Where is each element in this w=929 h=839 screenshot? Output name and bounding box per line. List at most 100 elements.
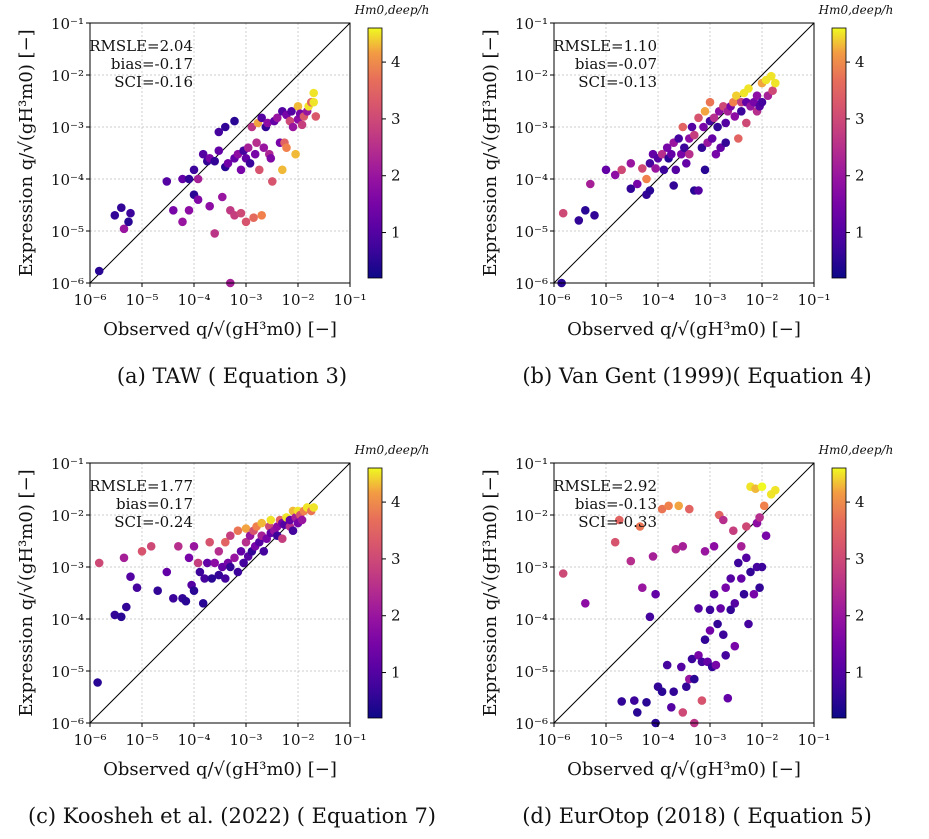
data-point xyxy=(744,619,753,629)
data-point xyxy=(210,558,219,568)
data-point xyxy=(230,553,239,563)
data-point xyxy=(694,186,703,195)
y-axis-label: Expression q/√(gH³m0) [−] xyxy=(480,29,501,276)
data-point xyxy=(169,594,178,603)
data-point xyxy=(709,542,719,551)
data-point xyxy=(210,229,219,238)
data-point xyxy=(682,682,691,691)
y-tick-label: 10⁻² xyxy=(515,507,548,525)
y-axis-label: Expression q/√(gH³m0) [−] xyxy=(480,469,501,716)
x-tick-label: 10⁻⁶ xyxy=(537,291,570,309)
data-point xyxy=(694,651,703,660)
data-point xyxy=(705,97,715,107)
data-point xyxy=(558,208,568,218)
data-point xyxy=(700,547,710,556)
y-tick-label: 10⁻⁶ xyxy=(515,275,548,293)
caption-a: (a) TAW ( Equation 3) xyxy=(116,364,348,388)
data-point xyxy=(257,113,267,123)
data-point xyxy=(759,501,769,511)
colorbar-tick-label: 4 xyxy=(391,493,401,511)
data-point xyxy=(726,574,735,583)
data-point xyxy=(221,537,230,547)
colorbar-tick-label: 2 xyxy=(391,167,401,185)
data-point xyxy=(674,501,683,511)
data-point xyxy=(117,612,126,622)
y-tick-label: 10⁻⁶ xyxy=(51,715,84,733)
data-point xyxy=(193,174,203,184)
data-point xyxy=(685,504,694,514)
data-point xyxy=(245,159,255,168)
data-point xyxy=(586,179,595,189)
data-point xyxy=(273,113,282,123)
stats-label: bias=0.17 xyxy=(116,495,193,513)
data-point xyxy=(737,107,746,116)
data-point xyxy=(657,687,667,696)
data-point xyxy=(278,534,287,543)
x-tick-label: 10⁻³ xyxy=(693,731,726,749)
caption-d: (d) EurOtop (2018) ( Equation 5) xyxy=(522,804,872,828)
data-point xyxy=(184,206,194,215)
data-point xyxy=(122,602,131,612)
data-point xyxy=(590,211,599,220)
y-tick-label: 10⁻⁶ xyxy=(515,715,548,733)
data-point xyxy=(635,522,645,531)
data-point xyxy=(730,599,740,608)
data-point xyxy=(651,589,660,599)
data-point xyxy=(734,134,743,143)
data-point xyxy=(734,558,743,568)
colorbar-tick-label: 4 xyxy=(855,53,865,71)
data-point xyxy=(659,165,669,175)
x-tick-label: 10⁻³ xyxy=(229,731,262,749)
data-point xyxy=(678,122,688,132)
x-tick-label: 10⁻² xyxy=(281,731,314,749)
plot-frame xyxy=(89,462,351,724)
data-point xyxy=(768,86,777,95)
data-point xyxy=(680,143,689,152)
x-tick-label: 10⁻⁵ xyxy=(125,731,158,749)
data-point xyxy=(669,181,678,190)
colorbar xyxy=(831,27,847,279)
panel-c: 10⁻⁶10⁻⁶ 10⁻⁵ 10⁻⁵ 10⁻⁴ 10⁻⁴ 10⁻³ 10⁻³ 10⁻² 10⁻²… xyxy=(16,443,429,780)
data-point xyxy=(126,208,135,218)
data-point xyxy=(207,574,217,583)
data-point xyxy=(266,515,276,525)
x-tick-label: 10⁻¹ xyxy=(333,731,366,749)
data-point xyxy=(719,515,728,525)
plot-frame xyxy=(553,22,815,284)
data-point xyxy=(771,78,780,88)
data-point xyxy=(766,71,776,81)
data-point xyxy=(705,605,715,615)
data-point xyxy=(198,599,208,608)
data-point xyxy=(699,122,708,132)
data-point xyxy=(723,693,733,703)
stats-label: RMSLE=1.77 xyxy=(89,477,193,495)
data-point xyxy=(181,596,191,606)
colorbar-tick-label: 1 xyxy=(391,224,401,242)
data-point xyxy=(700,107,710,116)
data-point xyxy=(645,612,655,622)
x-tick-label: 10⁻⁵ xyxy=(589,291,622,309)
data-point xyxy=(239,558,248,568)
data-point xyxy=(195,567,205,577)
y-tick-label: 10⁻¹ xyxy=(515,455,548,473)
data-point xyxy=(287,107,296,116)
data-point xyxy=(677,662,686,672)
data-point xyxy=(645,159,655,168)
data-point xyxy=(117,203,126,212)
data-point xyxy=(687,654,697,664)
data-point xyxy=(263,118,272,128)
data-point xyxy=(223,159,233,168)
data-point xyxy=(657,504,667,514)
data-point xyxy=(638,164,647,173)
data-point xyxy=(257,211,267,220)
data-point xyxy=(189,542,199,551)
y-tick-label: 10⁻³ xyxy=(51,559,84,577)
x-axis-label: Observed q/√(gH³m0) [−] xyxy=(103,759,337,780)
y-tick-label: 10⁻² xyxy=(515,67,548,85)
colorbar-tick-label: 1 xyxy=(855,224,865,242)
data-point xyxy=(761,531,771,540)
panel-b: 10⁻⁶10⁻⁶ 10⁻⁵ 10⁻⁵ 10⁻⁴ 10⁻⁴ 10⁻³ 10⁻³ 10⁻² 10⁻²… xyxy=(480,3,893,340)
colorbar-tick-label: 4 xyxy=(391,53,401,71)
colorbar-tick-label: 3 xyxy=(391,550,401,568)
